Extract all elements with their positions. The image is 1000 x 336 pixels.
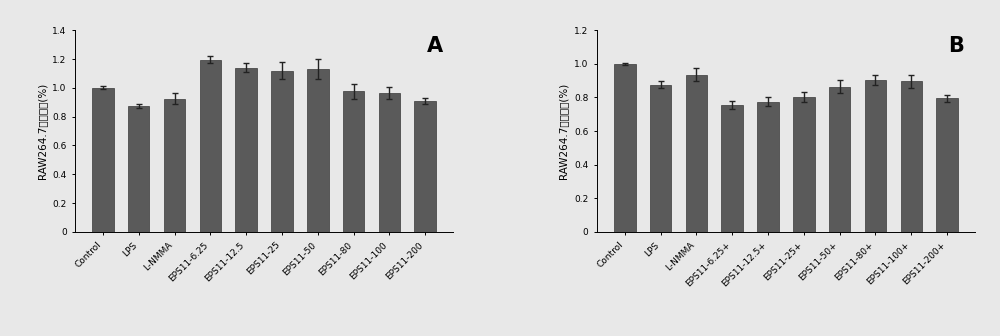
Y-axis label: RAW264.7细胞活力(%): RAW264.7细胞活力(%) bbox=[37, 83, 47, 179]
Text: A: A bbox=[427, 36, 443, 56]
Bar bbox=[271, 71, 293, 232]
Bar bbox=[721, 105, 743, 232]
Bar bbox=[307, 69, 329, 232]
Bar bbox=[235, 68, 257, 232]
Y-axis label: RAW264.7细胞活力(%): RAW264.7细胞活力(%) bbox=[559, 83, 569, 179]
Bar bbox=[793, 97, 815, 232]
Bar bbox=[686, 75, 707, 232]
Bar bbox=[200, 60, 221, 232]
Bar bbox=[164, 99, 185, 232]
Bar bbox=[829, 86, 850, 232]
Bar bbox=[757, 101, 779, 232]
Bar bbox=[92, 88, 114, 232]
Bar bbox=[128, 106, 149, 232]
Bar bbox=[379, 93, 400, 232]
Bar bbox=[865, 80, 886, 232]
Bar bbox=[936, 98, 958, 232]
Bar bbox=[414, 101, 436, 232]
Text: B: B bbox=[949, 36, 964, 56]
Bar bbox=[650, 85, 671, 232]
Bar bbox=[614, 64, 636, 232]
Bar bbox=[901, 81, 922, 232]
Bar bbox=[343, 91, 364, 232]
